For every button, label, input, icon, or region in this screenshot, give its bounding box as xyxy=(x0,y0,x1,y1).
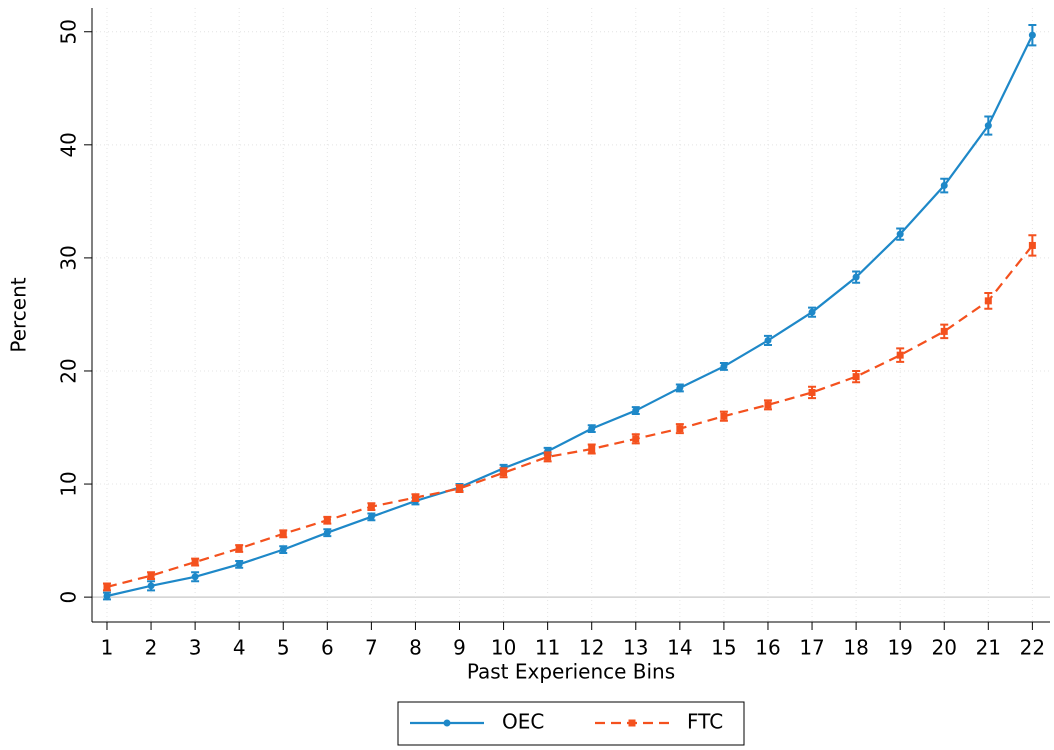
point xyxy=(632,407,640,415)
series-line xyxy=(106,244,1034,589)
x-tick-label: 3 xyxy=(189,636,202,660)
x-tick-label: 9 xyxy=(453,636,466,660)
x-tick-label: 16 xyxy=(755,636,780,660)
x-tick-label: 8 xyxy=(409,636,422,660)
point xyxy=(191,558,199,566)
point xyxy=(720,362,728,370)
x-tick-label: 5 xyxy=(277,636,290,660)
point xyxy=(147,582,155,590)
x-tick-label: 4 xyxy=(233,636,246,660)
point xyxy=(147,572,155,580)
point xyxy=(544,453,552,461)
point xyxy=(676,384,684,392)
point xyxy=(852,373,860,381)
point xyxy=(808,308,816,316)
point xyxy=(940,327,948,335)
x-tick-label: 10 xyxy=(491,636,516,660)
point xyxy=(323,516,331,524)
y-tick-label: 50 xyxy=(57,19,81,44)
point xyxy=(984,122,992,130)
legend-box xyxy=(397,701,745,746)
y-axis-title: Percent xyxy=(7,277,31,352)
point xyxy=(279,546,287,554)
x-tick-label: 21 xyxy=(976,636,1001,660)
point xyxy=(676,425,684,433)
point xyxy=(323,529,331,537)
y-tick-label: 20 xyxy=(57,358,81,383)
x-tick-label: 17 xyxy=(799,636,824,660)
series-line xyxy=(106,34,1034,598)
point xyxy=(896,230,904,238)
x-tick-label: 19 xyxy=(887,636,912,660)
x-tick-label: 14 xyxy=(667,636,692,660)
legend-label: OEC xyxy=(502,710,544,734)
point xyxy=(632,435,640,443)
y-tick-label: 0 xyxy=(57,591,81,604)
legend-marker xyxy=(628,719,636,727)
x-tick-label: 1 xyxy=(101,636,114,660)
point xyxy=(103,592,111,600)
x-tick-label: 12 xyxy=(579,636,604,660)
point xyxy=(1028,31,1036,39)
point xyxy=(720,412,728,420)
point xyxy=(940,182,948,190)
x-tick-label: 15 xyxy=(711,636,736,660)
x-axis-title: Past Experience Bins xyxy=(467,660,675,684)
point xyxy=(500,469,508,477)
point xyxy=(456,485,464,493)
point xyxy=(411,494,419,502)
point xyxy=(235,545,243,553)
x-tick-label: 7 xyxy=(365,636,378,660)
point xyxy=(588,425,596,433)
x-tick-label: 11 xyxy=(535,636,560,660)
point xyxy=(808,388,816,396)
point xyxy=(984,297,992,305)
point xyxy=(764,401,772,409)
x-tick-label: 18 xyxy=(843,636,868,660)
point xyxy=(1028,241,1036,249)
x-tick-label: 20 xyxy=(932,636,957,660)
x-tick-label: 6 xyxy=(321,636,334,660)
y-tick-label: 10 xyxy=(57,471,81,496)
point xyxy=(235,560,243,568)
point xyxy=(367,503,375,511)
point xyxy=(896,351,904,359)
point xyxy=(103,583,111,591)
point xyxy=(279,530,287,538)
point xyxy=(764,336,772,344)
point xyxy=(191,573,199,581)
y-tick-label: 40 xyxy=(57,132,81,157)
x-tick-label: 2 xyxy=(145,636,158,660)
y-tick-label: 30 xyxy=(57,245,81,270)
legend-label: FTC xyxy=(687,710,723,734)
x-tick-label: 13 xyxy=(623,636,648,660)
point xyxy=(588,445,596,453)
legend-marker xyxy=(443,719,451,727)
x-tick-label: 22 xyxy=(1020,636,1045,660)
point xyxy=(852,273,860,281)
point xyxy=(367,513,375,521)
